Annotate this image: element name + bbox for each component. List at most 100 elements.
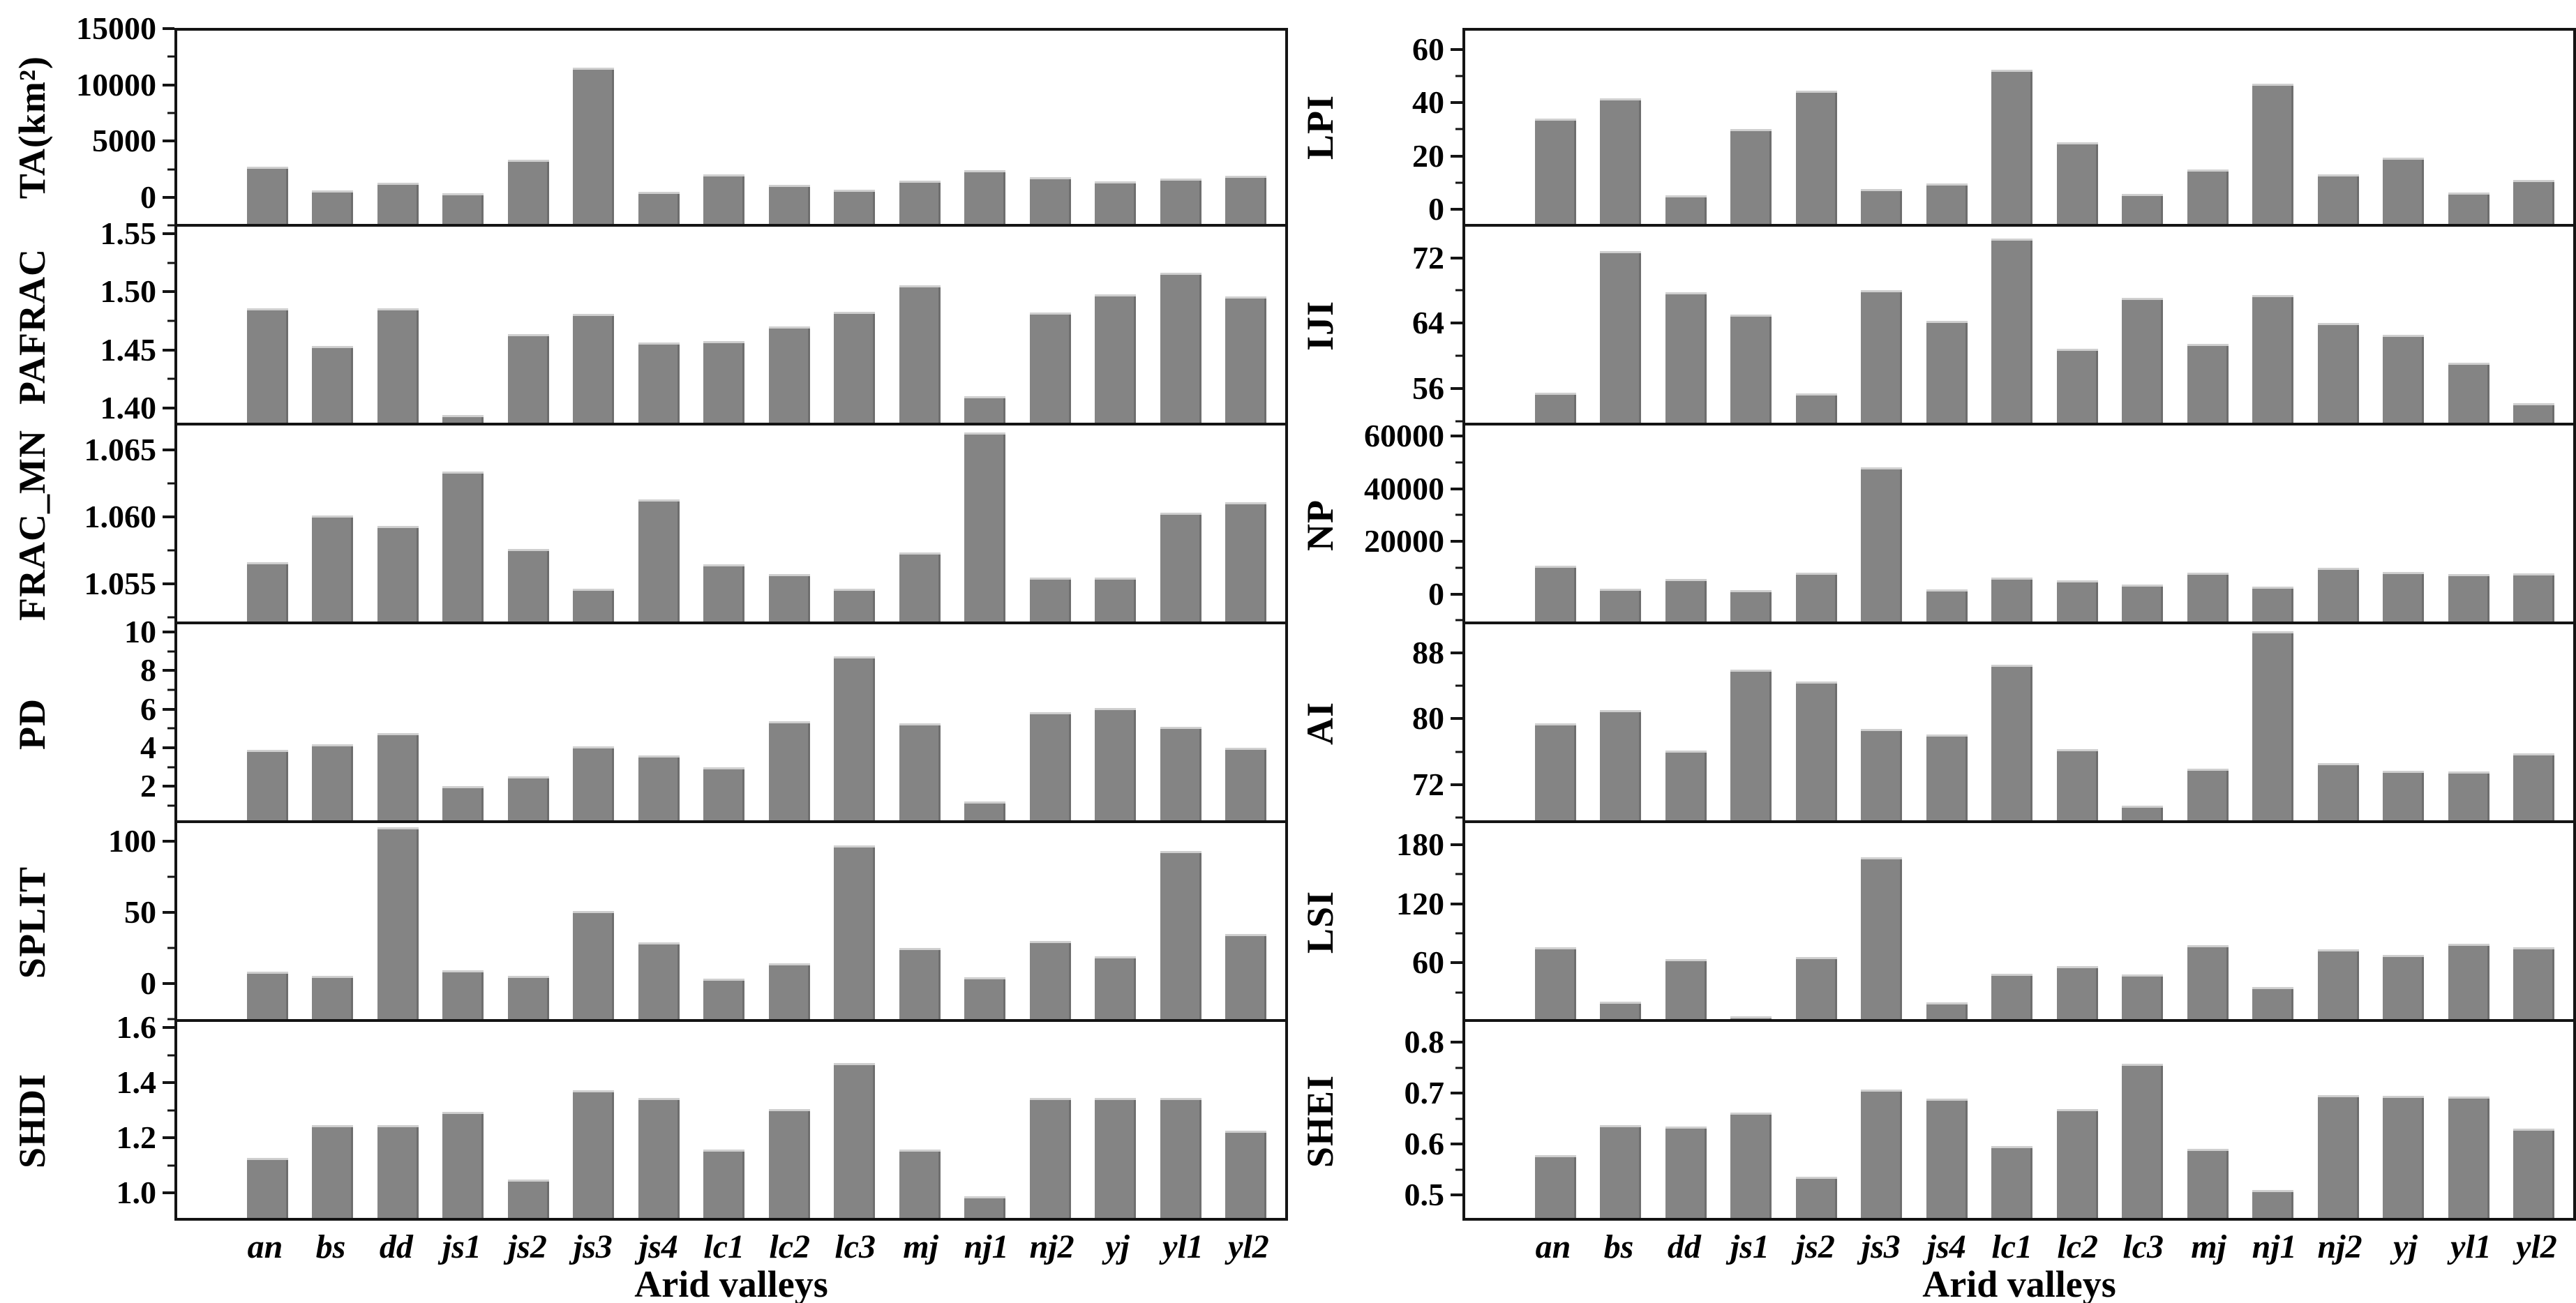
bar-AI-yl1 bbox=[2448, 771, 2489, 820]
y-axis-label-NP: NP bbox=[1288, 425, 1352, 624]
ytick-mark bbox=[1451, 1143, 1462, 1146]
ytick-label: 40000 bbox=[1364, 470, 1444, 506]
bar-IJI-yl1 bbox=[2448, 363, 2489, 423]
bar-AI-js4 bbox=[1926, 734, 1968, 820]
ytick-minor-mark bbox=[167, 1164, 174, 1167]
bar-PAFRAC-an bbox=[246, 308, 288, 423]
bar-SHDI-js2 bbox=[507, 1180, 549, 1218]
xtick-label-js3: js3 bbox=[573, 1228, 613, 1265]
y-axis-label-text-FRAC_MN: FRAC_MN bbox=[11, 429, 53, 621]
bar-LSI-lc3 bbox=[2122, 974, 2164, 1019]
panel-FRAC_MN: FRAC_MN 1.055 1.060 1.065 bbox=[0, 425, 1288, 624]
x-axis-spacer bbox=[0, 1264, 64, 1303]
bar-LPI-js2 bbox=[1795, 90, 1837, 224]
bar-LSI-yj bbox=[2383, 955, 2425, 1019]
ytick-mark bbox=[1451, 652, 1462, 655]
bar-IJI-js3 bbox=[1861, 290, 1903, 423]
bar-TA-lc3 bbox=[834, 189, 876, 224]
ytick-label: 0 bbox=[1428, 191, 1444, 227]
x-axis-spacer bbox=[1288, 1264, 1352, 1303]
ytick-label: 1.0 bbox=[116, 1175, 157, 1211]
panel-LPI: LPI 0 20 40 60 bbox=[1288, 28, 2576, 227]
x-axis-spacer bbox=[1288, 1221, 1352, 1264]
bar-IJI-mj bbox=[2187, 343, 2229, 423]
bar-LSI-yl2 bbox=[2513, 947, 2555, 1019]
y-axis-label-text-SPLIT: SPLIT bbox=[11, 866, 53, 979]
bar-PD-js4 bbox=[638, 755, 680, 820]
xtick-label-js2: js2 bbox=[507, 1228, 547, 1265]
bar-FRAC_MN-bs bbox=[312, 515, 354, 622]
xtick-label-lc2: lc2 bbox=[2057, 1228, 2099, 1265]
bar-FRAC_MN-nj2 bbox=[1029, 578, 1071, 622]
xtick-label-yl1: yl1 bbox=[1162, 1228, 1204, 1265]
ytick-minor-mark bbox=[167, 377, 174, 380]
ytick-minor-mark bbox=[167, 650, 174, 653]
ytick-label: 15000 bbox=[76, 10, 156, 46]
panel-TA: TA(km²) 0 5000 10000 15000 bbox=[0, 12, 1288, 227]
ytick-label: 180 bbox=[1396, 827, 1444, 863]
plot-area-SHDI bbox=[174, 1022, 1288, 1221]
plot-area-LSI bbox=[1462, 823, 2576, 1022]
ytick-label: 1.065 bbox=[84, 431, 157, 467]
bar-SHEI-js1 bbox=[1730, 1112, 1772, 1218]
y-axis-label-text-TA: TA(km²) bbox=[11, 55, 53, 199]
right-column: LPI 0 20 40 60 IJI 56 64 72 NP 0 20000 40000 60000 AI 7… bbox=[1288, 0, 2576, 1303]
bar-FRAC_MN-yj bbox=[1095, 578, 1137, 622]
ytick-mark bbox=[1451, 322, 1462, 325]
ytick-minor-mark bbox=[167, 168, 174, 171]
bar-SHDI-mj bbox=[899, 1150, 941, 1218]
bar-AI-lc2 bbox=[2056, 748, 2098, 820]
bar-SHDI-an bbox=[246, 1158, 288, 1218]
x-axis-row-right: an bs dd js1 js2 js3 js4 lc1 lc2 lc3 mj nj1 nj2 yj yl1… bbox=[1288, 1221, 2576, 1265]
y-ticks-SHDI: 1.0 1.2 1.4 1.6 bbox=[64, 1011, 174, 1221]
bar-IJI-lc3 bbox=[2122, 297, 2164, 423]
ytick-minor-mark bbox=[1455, 619, 1462, 622]
ytick-minor-mark bbox=[167, 947, 174, 949]
ytick-mark bbox=[1451, 256, 1462, 259]
bar-IJI-an bbox=[1534, 393, 1576, 423]
ytick-mark bbox=[163, 1025, 174, 1029]
ytick-label: 2 bbox=[140, 768, 156, 804]
bar-TA-yl1 bbox=[1160, 178, 1201, 224]
bar-SPLIT-js3 bbox=[573, 911, 615, 1019]
ytick-mark bbox=[163, 1191, 174, 1195]
bar-SPLIT-yl1 bbox=[1160, 851, 1201, 1019]
ytick-label: 1.060 bbox=[84, 498, 157, 534]
xtick-label-nj1: nj1 bbox=[2252, 1228, 2297, 1265]
ytick-minor-mark bbox=[1455, 991, 1462, 994]
bar-TA-mj bbox=[899, 181, 941, 224]
bar-TA-yl2 bbox=[1225, 175, 1267, 224]
y-axis-label-LSI: LSI bbox=[1288, 823, 1352, 1022]
ytick-label: 0.8 bbox=[1404, 1024, 1445, 1060]
bar-LSI-js2 bbox=[1795, 956, 1837, 1019]
bar-LSI-dd bbox=[1665, 958, 1707, 1019]
bar-TA-an bbox=[246, 167, 288, 224]
ytick-label: 60 bbox=[1412, 944, 1444, 981]
ytick-label: 1.40 bbox=[100, 390, 157, 425]
bar-PAFRAC-lc3 bbox=[834, 311, 876, 423]
plot-area-AI bbox=[1462, 624, 2576, 823]
ytick-mark bbox=[163, 290, 174, 294]
bar-NP-nj2 bbox=[2317, 567, 2359, 622]
y-axis-label-text-SHDI: SHDI bbox=[11, 1074, 53, 1169]
bar-SPLIT-js2 bbox=[507, 975, 549, 1019]
y-ticks-NP: 0 20000 40000 60000 bbox=[1352, 420, 1462, 624]
xtick-label-js4: js4 bbox=[638, 1228, 678, 1265]
bar-AI-js1 bbox=[1730, 670, 1772, 820]
bar-PD-nj1 bbox=[964, 801, 1006, 820]
ytick-label: 80 bbox=[1412, 700, 1444, 737]
ytick-minor-mark bbox=[167, 727, 174, 730]
bar-LSI-js4 bbox=[1926, 1002, 1968, 1019]
xtick-label-lc3: lc3 bbox=[2122, 1228, 2164, 1265]
y-ticks-SHEI: 0.5 0.6 0.7 0.8 bbox=[1352, 1022, 1462, 1221]
ytick-label: 88 bbox=[1412, 635, 1444, 671]
bar-NP-lc2 bbox=[2056, 580, 2098, 622]
bar-SPLIT-nj2 bbox=[1029, 940, 1071, 1019]
bar-LPI-yj bbox=[2383, 158, 2425, 224]
ytick-label: 1.45 bbox=[100, 331, 157, 368]
xtick-label-js4: js4 bbox=[1926, 1228, 1966, 1265]
bar-SPLIT-yj bbox=[1095, 956, 1137, 1019]
plot-area-IJI bbox=[1462, 227, 2576, 425]
bar-SHDI-js3 bbox=[573, 1090, 615, 1218]
bar-FRAC_MN-js2 bbox=[507, 548, 549, 622]
